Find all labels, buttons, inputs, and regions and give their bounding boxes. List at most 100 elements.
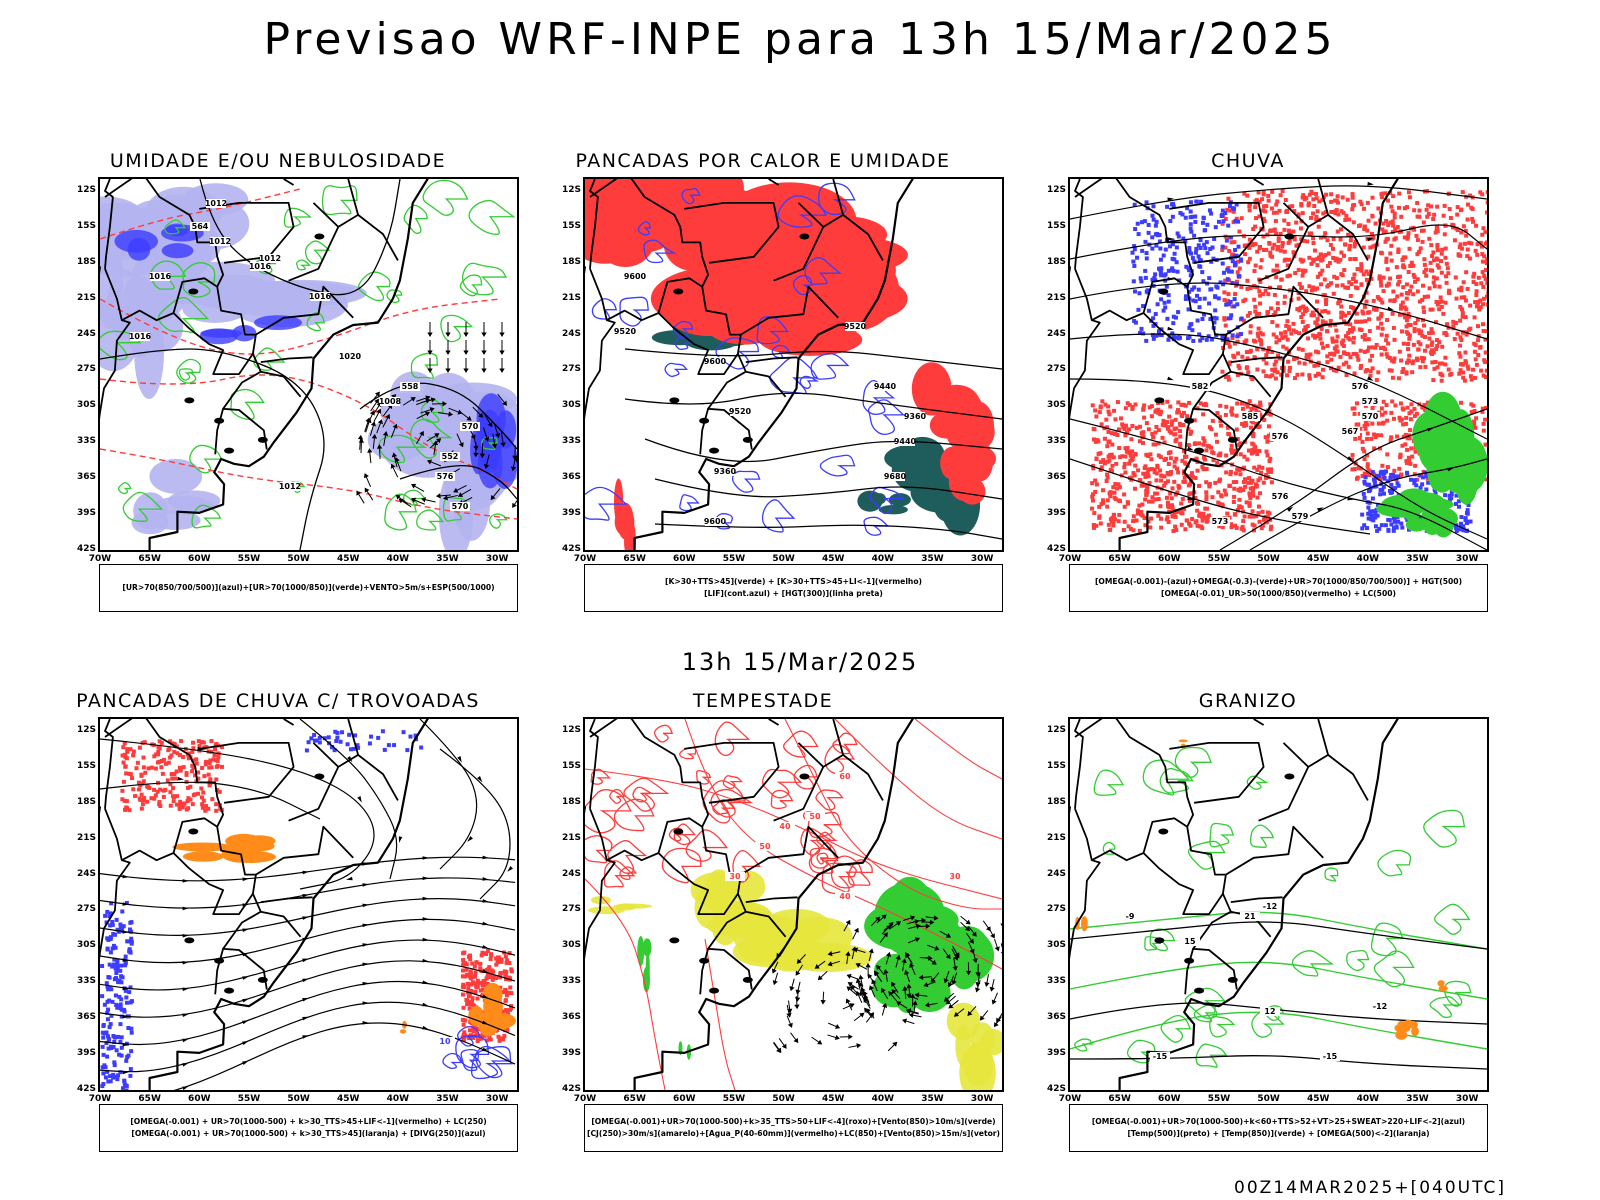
contour-label: 30 — [729, 872, 741, 881]
contour-label: 9600 — [624, 272, 647, 281]
contour-label: 576 — [1272, 492, 1289, 501]
longitude-tick: 70W — [1058, 554, 1082, 564]
forecast-map: 1012 1012 1012 1016 1016 1016 1016 1020 1012 1008… — [98, 177, 519, 552]
latitude-tick: 33S — [76, 976, 96, 987]
contour-label: 552 — [442, 452, 459, 461]
humidity-high-levels-fill — [100, 183, 517, 550]
forecast-panel: GRANIZO -9 -12 -12 -15 -15 12 15 21 12S 15S 18S 21S 2… — [1028, 690, 1489, 1160]
panel-title: PANCADAS POR CALOR E UMIDADE — [575, 150, 951, 172]
latitude-tick: 15S — [1046, 760, 1066, 771]
latitude-tick: 33S — [561, 976, 581, 987]
contour-label: 579 — [1292, 512, 1309, 521]
longitude-tick: 35W — [436, 554, 459, 564]
contour-label: 1016 — [249, 262, 272, 271]
longitude-tick: 40W — [871, 1094, 895, 1104]
latitude-tick: 33S — [561, 436, 581, 447]
map-geography — [1070, 179, 1399, 550]
rain-red-fill — [1220, 189, 1487, 383]
map-canvas: 9600 9520 9600 9520 9440 9360 9440 9360 9680 9600… — [585, 179, 1002, 550]
rain-red-fill-south — [1090, 399, 1274, 533]
longitude-tick: 65W — [138, 1094, 161, 1104]
divergence-blue-fill-n — [304, 729, 424, 753]
latitude-tick: 30S — [561, 940, 581, 951]
longitude-tick: 50W — [287, 1094, 310, 1104]
latitude-tick: 12S — [561, 724, 581, 735]
longitude-tick: 30W — [1455, 1094, 1479, 1104]
streamlines-500 — [1070, 181, 1487, 550]
panel-title: TEMPESTADE — [692, 690, 834, 712]
map-canvas: 1012101210121016101610161016102010121008… — [100, 179, 517, 550]
longitude-tick: 65W — [623, 554, 646, 564]
latitude-tick: 39S — [561, 508, 581, 519]
longitude-tick: 70W — [573, 554, 597, 564]
longitude-tick: 55W — [1207, 1094, 1231, 1104]
latitude-tick: 27S — [561, 364, 581, 375]
latitude-tick: 27S — [1046, 904, 1066, 915]
contour-label: 10 — [439, 1037, 451, 1046]
forecast-map: 9600 9520 9600 9520 9440 9360 9440 9360 9680 9600… — [583, 177, 1004, 552]
wind-vectors — [356, 322, 517, 508]
contour-label: -12 — [1263, 902, 1277, 911]
longitude-tick: 45W — [336, 1094, 360, 1104]
longitude-tick: 45W — [1306, 1094, 1330, 1104]
latitude-tick: 21S — [561, 832, 581, 843]
longitude-tick: 50W — [287, 554, 310, 564]
latitude-tick: 21S — [1046, 832, 1066, 843]
longitude-tick: 55W — [237, 1094, 261, 1104]
contour-label: -15 — [1153, 1052, 1168, 1061]
longitude-tick: 45W — [1306, 554, 1330, 564]
longitude-tick: 40W — [1356, 554, 1380, 564]
contour-label: 558 — [402, 382, 419, 391]
contour-label: 1012 — [209, 237, 231, 246]
contour-label: 1020 — [339, 352, 362, 361]
latitude-tick: 18S — [1046, 796, 1066, 807]
panel-legend: [K>30+TTS>45](verde) + [K>30+TTS>45+LI<-… — [584, 564, 1003, 612]
latitude-tick: 42S — [1046, 544, 1066, 554]
panel-legend: [OMEGA(-0.001) + UR>70(1000-500) + k>30_… — [99, 1104, 518, 1152]
contour-label: 573 — [1212, 517, 1229, 526]
longitude-tick: 40W — [386, 1094, 410, 1104]
longitude-tick: 70W — [1058, 1094, 1082, 1104]
humidity-low-levels-contour — [100, 179, 516, 531]
latitude-tick: 42S — [76, 1084, 96, 1094]
latitude-tick: 39S — [561, 1048, 581, 1059]
latitude-tick: 30S — [76, 940, 96, 951]
longitude-tick: 50W — [772, 1094, 795, 1104]
panel-legend: [OMEGA(-0.001)+UR>70(1000-500)+k>35_TTS>… — [584, 1104, 1003, 1152]
contour-label: 582 — [1192, 382, 1209, 391]
longitude-tick: 30W — [485, 554, 509, 564]
contour-label: 570 — [1362, 412, 1379, 421]
forecast-map: 10 — [98, 717, 519, 1092]
latitude-tick: 12S — [1046, 724, 1066, 735]
latitude-tick: 33S — [1046, 976, 1066, 987]
contour-label: 9600 — [704, 357, 727, 366]
longitude-tick: 30W — [970, 1094, 994, 1104]
latitude-tick: 30S — [561, 400, 581, 411]
latitude-tick: 21S — [76, 292, 96, 303]
temp850-green-contour — [1074, 746, 1472, 1068]
contour-label: 567 — [1342, 427, 1359, 436]
legend-line: [OMEGA(-0.001)-(azul)+OMEGA(-0.3)-(verde… — [1094, 577, 1463, 586]
legend-line: [UR>70(850/700/500)](azul)+[UR>70(1000/8… — [122, 583, 495, 592]
forecast-map: -9 -12 -12 -15 -15 12 15 21 — [1068, 717, 1489, 1092]
temp-labels: -9 -12 -12 -15 -15 12 15 21 — [1120, 902, 1390, 1061]
longitude-tick: 30W — [970, 554, 994, 564]
legend-line: [CJ(250)>30m/s](amarelo)+[Agua_P(40-60mm… — [586, 1129, 1001, 1138]
map-canvas: 10 — [100, 719, 516, 1090]
legend-line: [OMEGA(-0.01)_UR>50(1000/850)(vermelho) … — [1161, 589, 1396, 598]
contour-label: -12 — [1373, 1002, 1387, 1011]
divergence-labels: 10 — [435, 1037, 455, 1046]
temp500-black-contours — [1070, 921, 1487, 1070]
contour-label: 60 — [839, 772, 851, 781]
latitude-tick: 12S — [1046, 184, 1066, 195]
legend-line: [OMEGA(-0.001)+UR>70(1000-500)+k>35_TTS>… — [591, 1117, 996, 1126]
contour-label: 1016 — [129, 332, 152, 341]
model-run-label: 00Z14MAR2025+[040UTC] — [1234, 1178, 1506, 1198]
precip-water-labels: 60 50 40 50 30 40 30 — [725, 772, 965, 901]
latitude-tick: 21S — [1046, 292, 1066, 303]
longitude-tick: 65W — [1108, 554, 1131, 564]
wind850-green-fill — [637, 876, 995, 1060]
forecast-panel: CHUVA 582 585 576 573 570 567 576 579 576 573 12S 15… — [1028, 150, 1489, 620]
contour-label: 21 — [1244, 912, 1256, 921]
contour-label: 9360 — [714, 467, 737, 476]
